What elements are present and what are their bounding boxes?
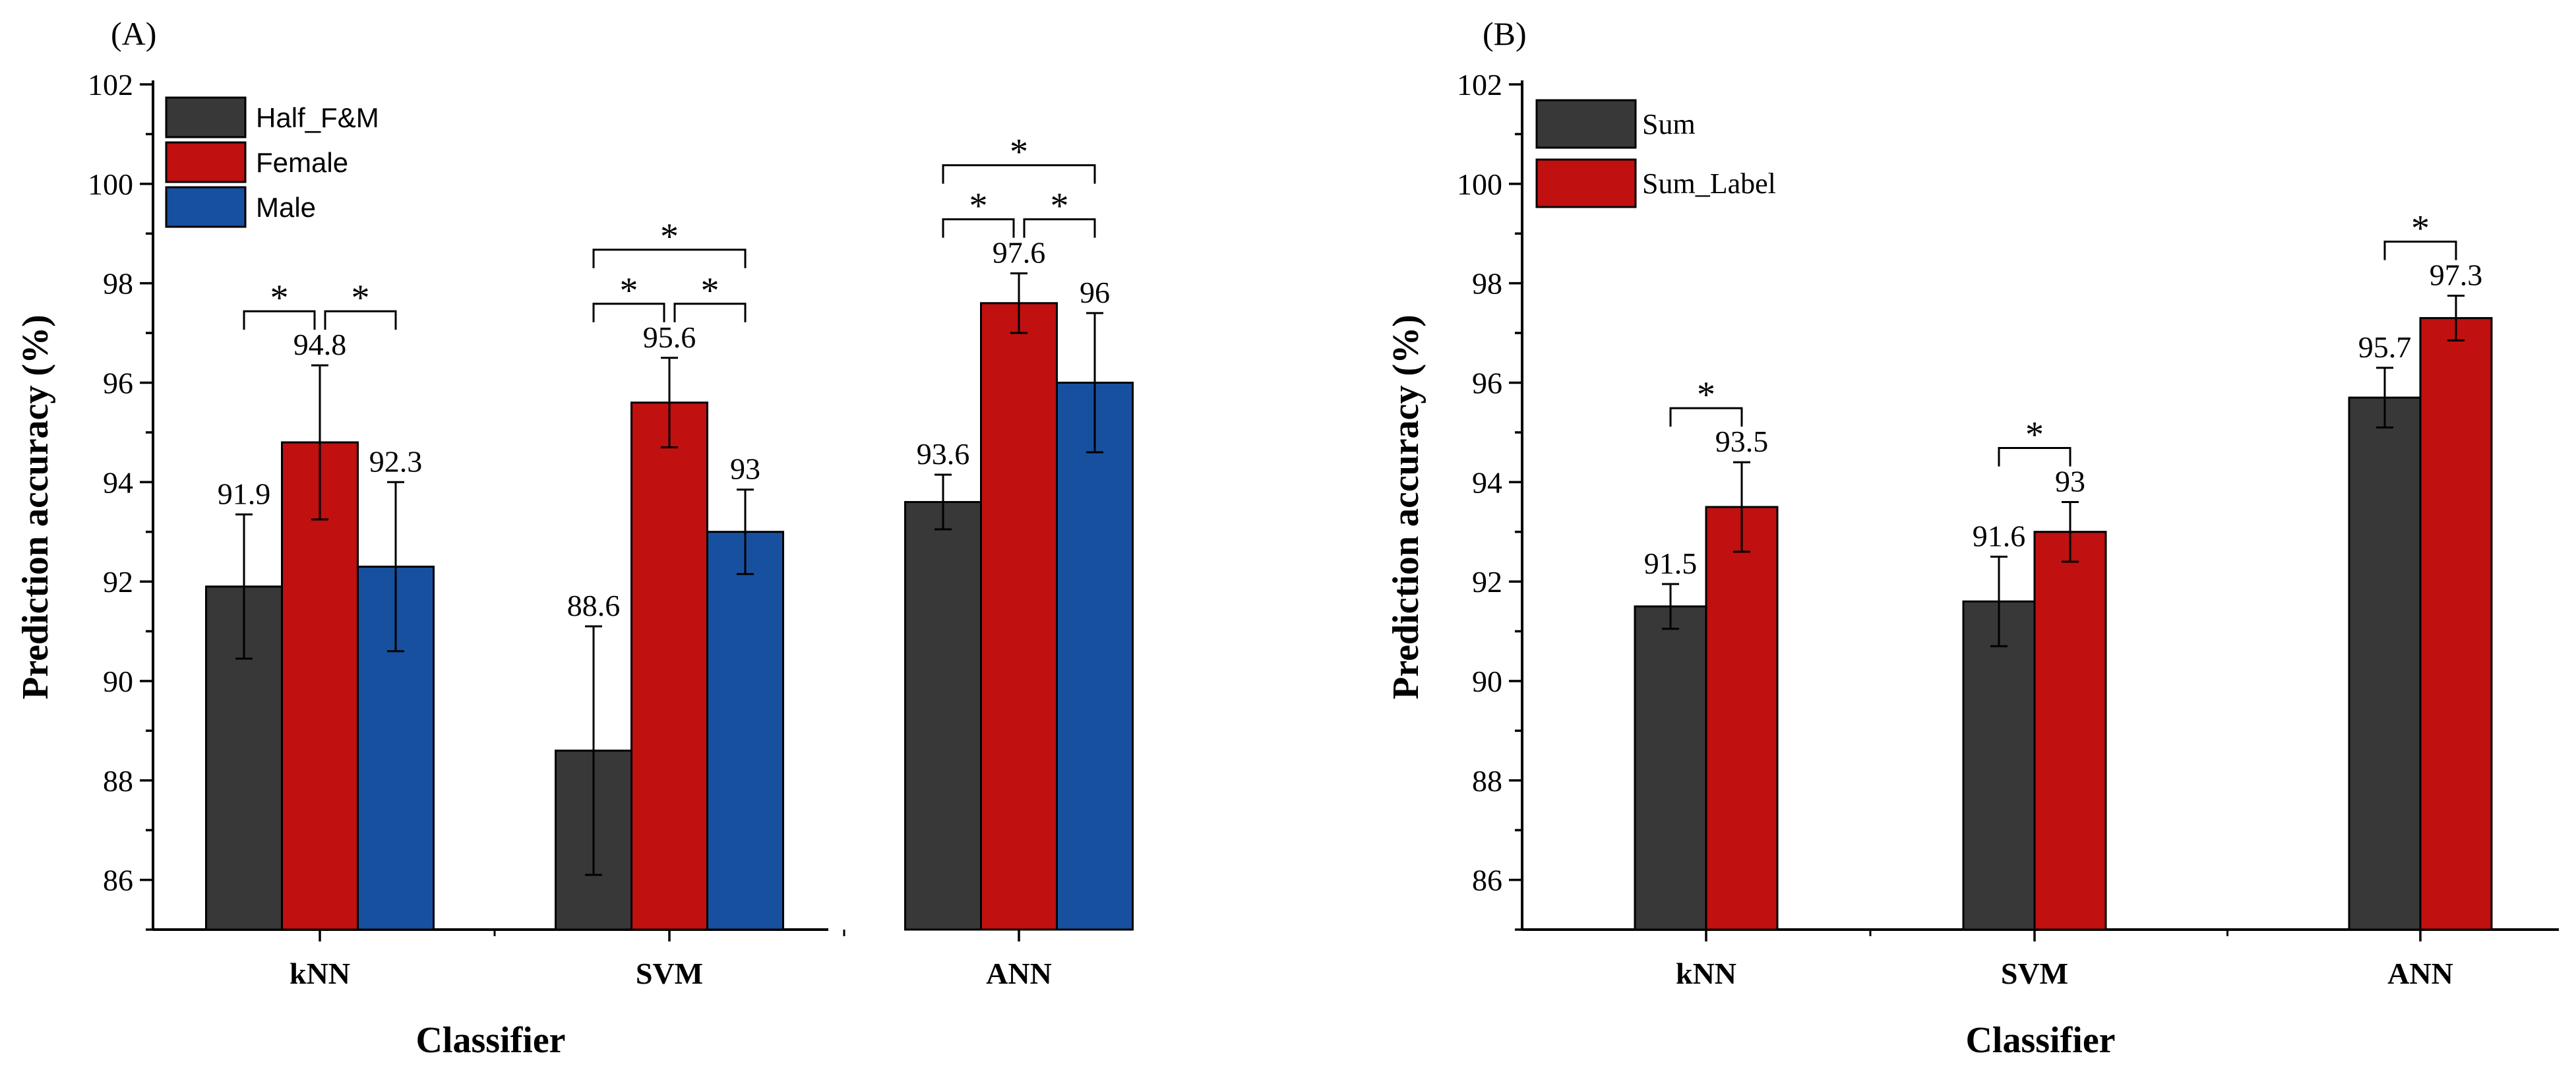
panel-a-y-title: Prediction accuracy (%) [15, 314, 56, 700]
panel-a-significance-star: * [270, 278, 289, 318]
panel-a-bar [1056, 381, 1134, 931]
panel-a-bar [630, 402, 708, 931]
panel-b-x-tick-label: ANN [2387, 957, 2453, 990]
panel-b-x-tick-label: kNN [1676, 957, 1736, 990]
panel-a-significance-bracket [324, 310, 397, 330]
panel-b-bar [2033, 531, 2107, 931]
panel-a-significance-star: * [352, 278, 370, 318]
panel-b-y-tick-label: 96 [1472, 366, 1502, 400]
panel-b-bar [1634, 605, 1707, 931]
panel-a-y-tick-label: 94 [103, 465, 133, 499]
panel-a-legend-swatch [165, 141, 247, 183]
panel-a-bar [980, 302, 1058, 931]
panel-b-y-tick-label: 86 [1472, 864, 1502, 897]
panel-a: (A) 86 88 90 92 94 96 98 100 102 kNN SVM ANN Classifi… [15, 15, 1134, 1061]
panel-a-label: (A) [111, 15, 156, 52]
panel-b-bar [1962, 600, 2036, 931]
panel-a-significance-bracket [942, 218, 1015, 238]
panel-a-x-tick-label: kNN [290, 957, 350, 990]
panel-b-data-label: 97.3 [2430, 258, 2483, 292]
panel-a-y-tick-label: 92 [103, 565, 133, 599]
panel-b-data-label: 95.7 [2358, 330, 2412, 364]
panel-b-significance-bracket [2383, 241, 2457, 260]
panel-a-significance-star: * [701, 270, 720, 311]
panel-a-significance-bracket [942, 164, 1096, 184]
panel-b-y-tick-label: 100 [1457, 167, 1502, 201]
panel-a-data-label: 93.6 [917, 437, 970, 471]
panel-b-data-label: 91.6 [1973, 519, 2026, 552]
panel-a-data-label: 92.3 [369, 444, 423, 478]
panel-a-significance-bracket [592, 303, 665, 322]
panel-a-y-tick-label: 86 [103, 864, 133, 897]
panel-b-data-label: 93 [2055, 464, 2085, 498]
panel-a-y-tick-label: 88 [103, 764, 133, 798]
panel-a-data-label: 93 [730, 452, 760, 486]
panel-b-bar [1705, 506, 1779, 931]
panel-a-x-title: Classifier [415, 1020, 565, 1061]
panel-b-label: (B) [1483, 15, 1527, 52]
panel-b-significance-star: * [2411, 208, 2430, 249]
panel-a-significance-star: * [969, 186, 988, 227]
panel-b-y-tick-label: 88 [1472, 764, 1502, 798]
panel-b-bar [2419, 316, 2493, 931]
panel-b-y-tick-label: 92 [1472, 565, 1502, 599]
panel-b-data-label: 91.5 [1644, 547, 1698, 580]
panel-a-bar [281, 441, 359, 931]
panel-b: (B) 86 88 90 92 94 96 98 100 102 kNN SVM ANN Classifi… [1386, 15, 2559, 1061]
panel-b-legend-label: Sum_Label [1642, 167, 1776, 200]
panel-b-legend-label: Sum [1642, 108, 1696, 140]
panel-a-legend-swatch [165, 186, 247, 228]
panel-a-significance-star: * [1010, 132, 1028, 173]
panel-a-y-tick-label: 90 [103, 665, 133, 698]
panel-b-significance-star: * [2025, 414, 2044, 455]
panel-a-data-label: 95.6 [643, 320, 696, 354]
panel-b-significance-bracket [1998, 446, 2071, 467]
panel-a-y-tick-label: 102 [88, 68, 133, 102]
panel-a-data-label: 97.6 [993, 236, 1046, 270]
panel-a-significance-star: * [1051, 186, 1069, 227]
panel-b-bar [2348, 396, 2422, 931]
panel-b-x-title: Classifier [1965, 1020, 2115, 1061]
panel-a-x-tick-label: SVM [636, 957, 703, 990]
panel-a-legend-swatch [165, 96, 247, 138]
panel-a-legend-label: Male [256, 192, 316, 223]
panel-a-bar [904, 500, 982, 931]
panel-b-significance-star: * [1697, 374, 1715, 415]
panel-b-y-tick-label: 94 [1472, 465, 1502, 499]
panel-a-data-label: 88.6 [567, 589, 621, 622]
panel-a-legend-label: Female [256, 147, 348, 178]
panel-a-data-label: 91.9 [218, 477, 271, 510]
panel-a-significance-star: * [620, 270, 638, 311]
panel-b-y-tick-label: 98 [1472, 267, 1502, 301]
panel-a-data-label: 96 [1080, 276, 1110, 309]
panel-a-significance-bracket [592, 249, 747, 268]
panel-b-legend-swatch [1535, 99, 1637, 149]
panel-a-data-label: 94.8 [293, 328, 347, 361]
panel-a-significance-bracket [1023, 218, 1096, 238]
panel-b-y-tick-label: 102 [1457, 68, 1502, 102]
panel-a-significance-bracket [243, 310, 316, 330]
panel-a-y-tick-label: 98 [103, 267, 133, 301]
panel-b-data-label: 93.5 [1715, 425, 1769, 458]
panel-a-significance-bracket [673, 303, 747, 322]
panel-a-bar [706, 531, 784, 931]
panel-b-y-tick-label: 90 [1472, 665, 1502, 698]
panel-a-x-tick-label: ANN [986, 957, 1052, 990]
panel-b-x-tick-label: SVM [2001, 957, 2068, 990]
panel-a-significance-star: * [660, 216, 679, 257]
panel-b-legend-swatch [1535, 158, 1637, 208]
panel-a-y-tick-label: 96 [103, 366, 133, 400]
panel-a-y-tick-label: 100 [88, 167, 133, 201]
panel-a-legend-label: Half_F&M [256, 102, 379, 133]
panel-b-significance-bracket [1669, 407, 1743, 427]
panel-b-y-title: Prediction accuracy (%) [1386, 314, 1426, 700]
